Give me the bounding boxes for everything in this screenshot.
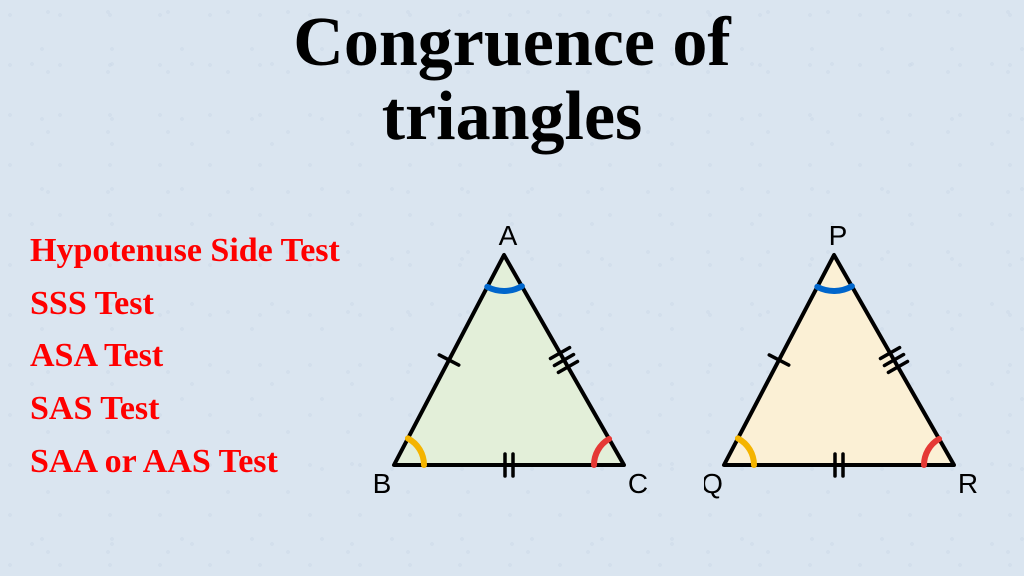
- test-list: Hypotenuse Side Test SSS Test ASA Test S…: [30, 225, 340, 488]
- svg-text:C: C: [628, 468, 648, 499]
- test-item: SAS Test: [30, 383, 340, 436]
- triangle-pqr: P Q R: [704, 225, 1004, 505]
- svg-text:Q: Q: [704, 468, 723, 499]
- page-title: Congruence of triangles: [0, 0, 1024, 153]
- svg-text:R: R: [958, 468, 978, 499]
- svg-text:P: P: [829, 225, 848, 251]
- svg-text:A: A: [499, 225, 518, 251]
- triangle-abc: A B C: [374, 225, 674, 505]
- triangle-abc-svg: A B C: [374, 225, 674, 505]
- test-item: SSS Test: [30, 278, 340, 331]
- test-item: Hypotenuse Side Test: [30, 225, 340, 278]
- title-line-1: Congruence of: [0, 6, 1024, 80]
- test-item: SAA or AAS Test: [30, 436, 340, 489]
- diagram-area: A B C P Q R: [354, 225, 1014, 545]
- svg-text:B: B: [374, 468, 391, 499]
- triangle-pqr-svg: P Q R: [704, 225, 1004, 505]
- title-line-2: triangles: [0, 80, 1024, 154]
- test-item: ASA Test: [30, 330, 340, 383]
